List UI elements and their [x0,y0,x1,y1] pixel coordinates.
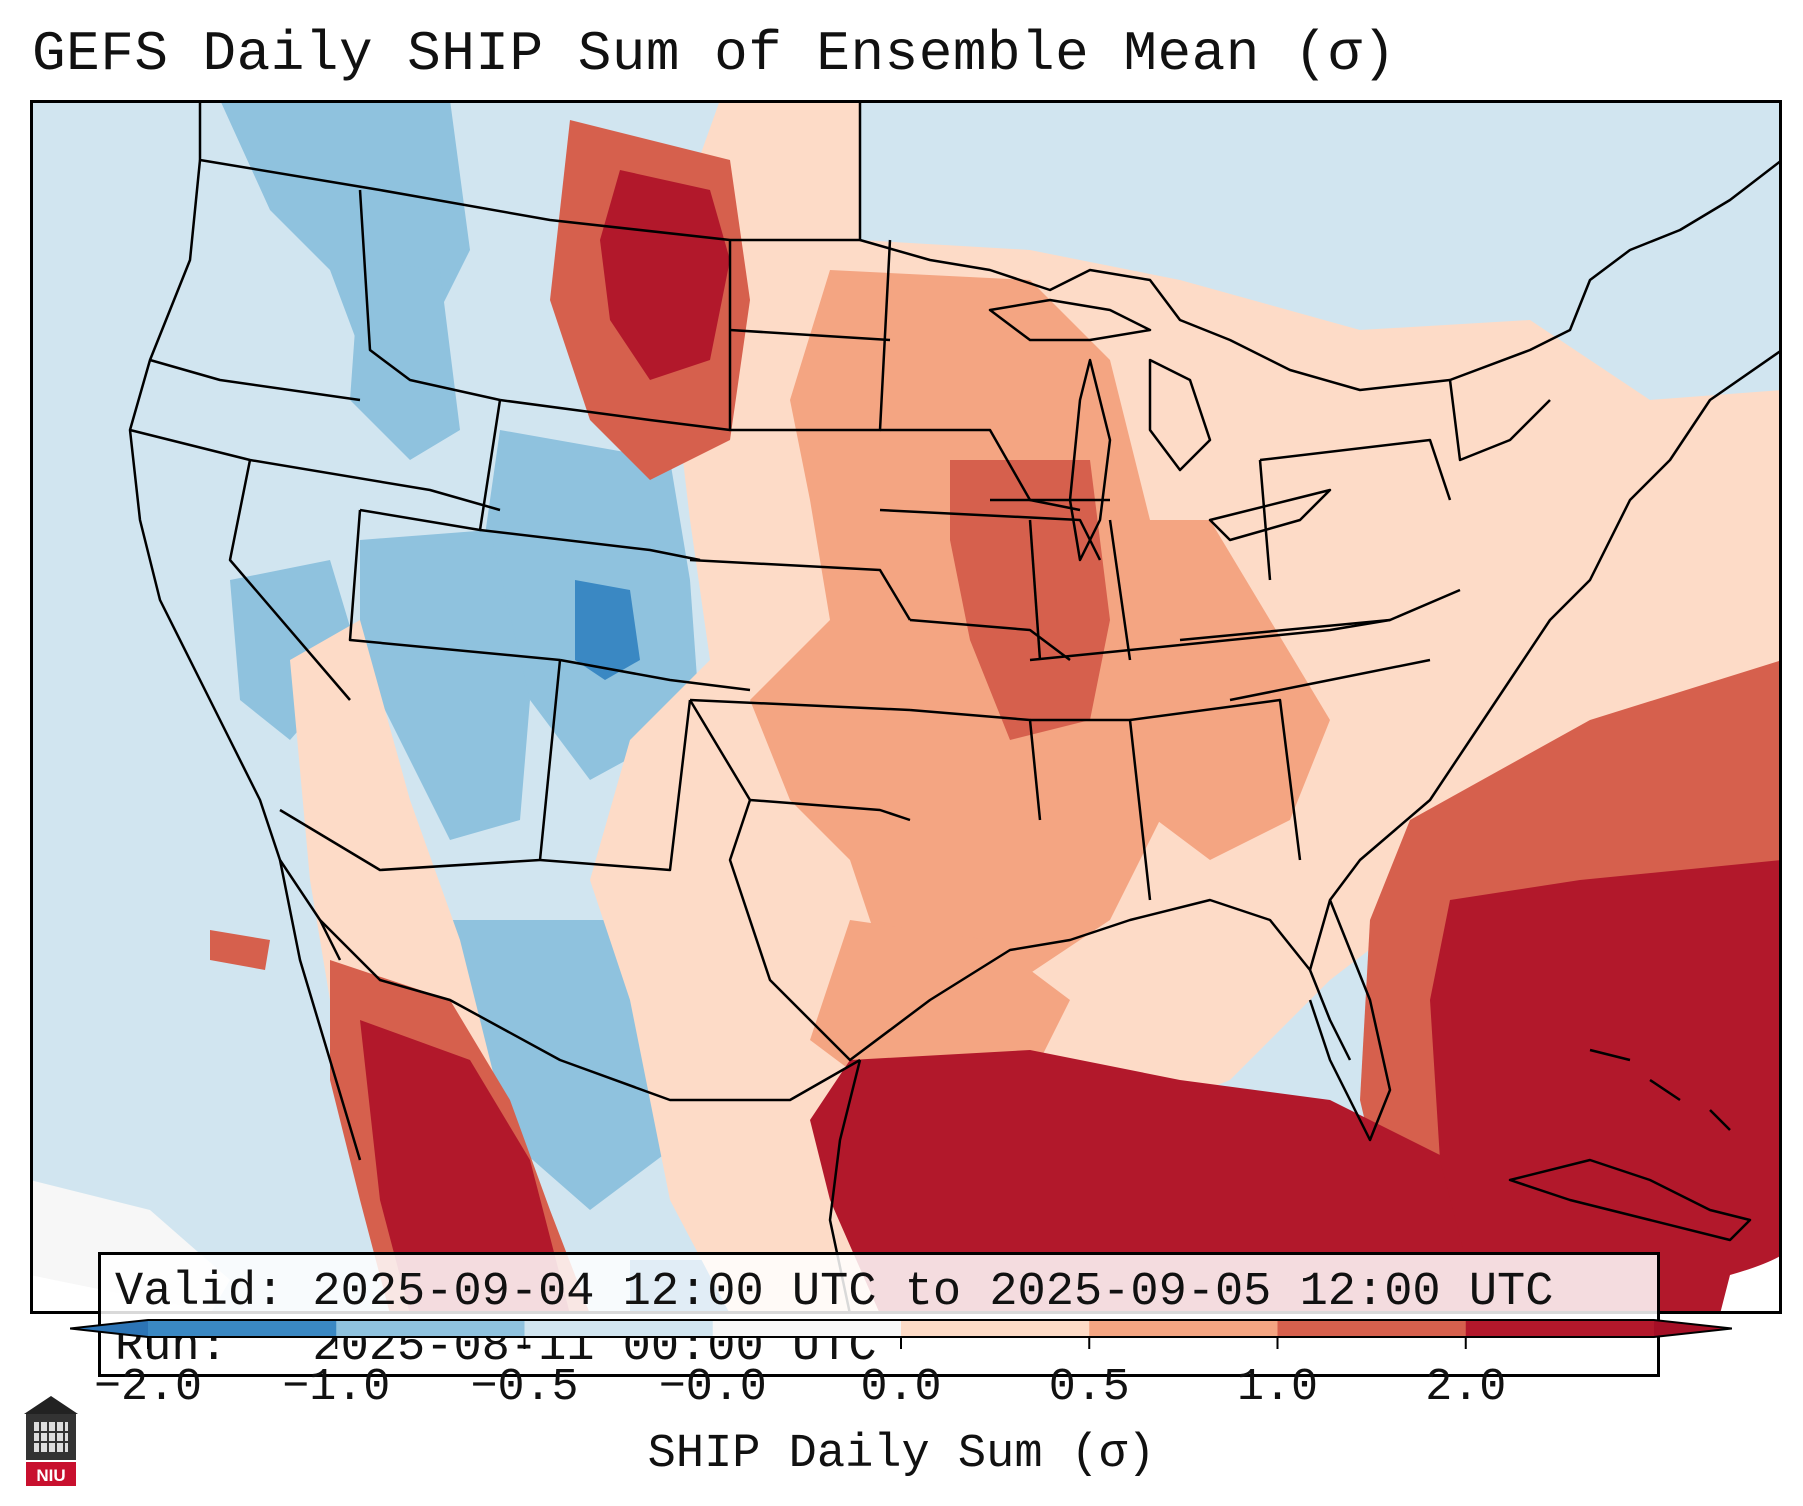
oh-pa [1258,459,1272,581]
map-title: GEFS Daily SHIP Sum of Ensemble Mean (σ) [32,22,1397,86]
lake-superior [988,298,1152,342]
lake-erie [1208,488,1332,542]
colorbar-segment [1089,1320,1278,1337]
neg-region-idaho [350,260,460,460]
colorbar-segment [1465,1320,1655,1337]
florida [1308,348,1782,971]
al-ga [1129,698,1302,861]
dakotas [728,239,892,432]
or-ca-nv [129,428,501,512]
west-coast [128,159,342,961]
florida-peninsula [1308,899,1392,1142]
ne-ks [689,558,912,621]
strong-pos-montana-core [600,170,730,380]
va-nc [1179,588,1461,642]
ks-ok [689,698,911,712]
nc-sc [1229,658,1431,702]
lake-huron [1148,358,1212,472]
colorbar-tick-label: −1.0 [282,1362,391,1413]
colorbar-label: SHIP Daily Sum (σ) [647,1428,1156,1481]
baja [278,859,362,1161]
tn-ky [1029,618,1391,662]
niu-logo: NIU [24,1396,78,1486]
map-panel: Valid: 2025-09-04 12:00 UTC to 2025-09-0… [30,100,1782,1377]
colorbar-tick-label: 1.0 [1236,1362,1319,1413]
oh-in [1108,519,1132,661]
co-nm [559,658,751,692]
valid-run-info-box: Valid: 2025-09-04 12:00 UTC to 2025-09-0… [98,1252,1660,1377]
colorbar-segment [336,1320,525,1337]
colorbar-tick-label: 0.0 [860,1362,942,1413]
bahamas [1589,1048,1731,1131]
neg-region-utah-arizona [360,530,530,840]
colorbar-segment [712,1320,902,1337]
lake-michigan [1068,358,1112,562]
mn-ia [880,428,1081,512]
nd-sd [729,328,891,342]
id-mt [358,189,501,402]
colorbar-tick-label: −2.0 [93,1362,203,1413]
mt-wy [499,398,731,432]
ia-mo [879,508,1102,561]
weak-pos-blob-ca [210,930,270,970]
map-domain-edge-left [30,1275,230,1314]
state-boundaries [128,100,1782,1314]
map-domain-edge-right [1720,1255,1782,1314]
logo-text: NIU [36,1466,65,1485]
mild-pos-plains [750,270,1170,1000]
colorbar-tick-label: 0.5 [1048,1362,1130,1413]
colorbar-segment [524,1320,714,1337]
valid-time-line: Valid: 2025-09-04 12:00 UTC to 2025-09-0… [115,1266,1554,1319]
ship-anomaly-map [30,100,1782,1314]
colorbar-tick-label: 2.0 [1425,1362,1507,1413]
strong-pos-atlantic [1430,860,1782,1314]
wa-or [149,358,361,402]
colorbar [70,1319,1732,1349]
colorbar-segment [148,1320,337,1337]
mo-ar [909,618,1071,661]
mild-pos-midwest [1110,520,1330,860]
nm-tx [539,699,692,872]
strong-pos-gulf [810,1050,1480,1314]
colorbar-segment [901,1320,1090,1337]
logo-badge [26,1462,76,1486]
colorbar-extend-low [70,1320,148,1337]
cuba [1508,1158,1752,1242]
mexico-border [319,919,861,1102]
pa-ny [1259,438,1452,501]
great-lakes-border [859,159,1782,392]
az-nm [538,659,562,861]
ut-az [348,509,561,662]
colorbar-tick-label: −0.0 [658,1362,767,1413]
positive-anomaly-field [210,100,1782,1314]
colorbar-tick-label: −0.5 [470,1362,579,1413]
strong-pos-mexico [360,1020,570,1314]
colorbar-segment [1277,1320,1467,1337]
neg-region-northeast-ocean [1430,100,1782,350]
colorbar-extend-high [1654,1320,1732,1337]
pos-iowa-missouri [950,460,1110,740]
wy-co [479,528,701,562]
logo-tower-roof [24,1396,78,1414]
az-mexico [279,808,541,872]
in-il [1028,519,1042,661]
ok-tx [688,699,911,822]
ca-nv [228,459,351,701]
new-england [1448,379,1551,462]
neg-region-colorado-core [575,580,640,680]
neg-region-mexico-west [450,920,680,1210]
